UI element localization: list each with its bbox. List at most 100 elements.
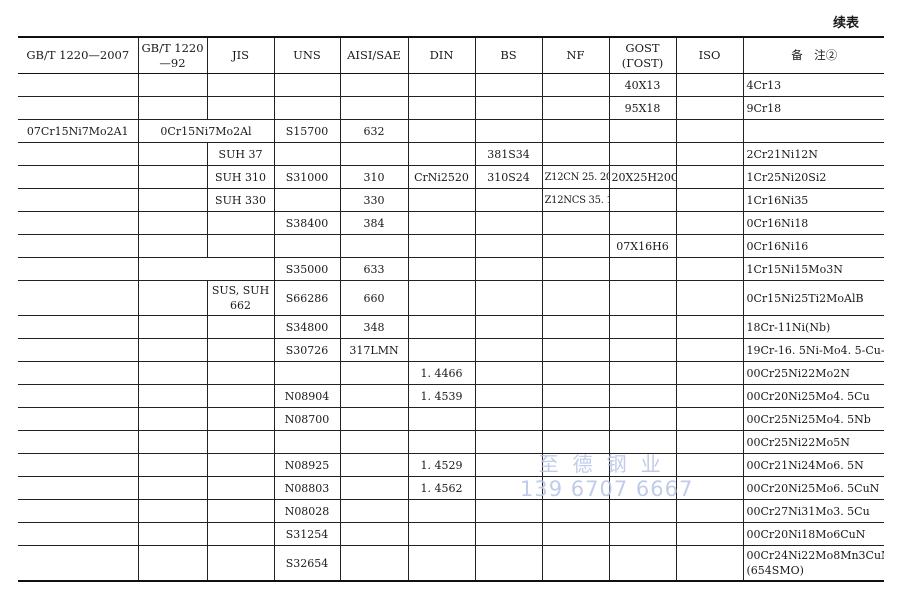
table-row: SUH 37 381S34 2Cr21Ni12N [18,142,884,166]
table-cell: 0Cr16Ni16 [742,234,884,258]
table-row: S34800 348 18Cr-11Ni(Nb) [18,315,884,339]
table-cell [137,73,208,97]
table-cell [608,499,677,523]
table-cell: 07Cr15Ni7Mo2A1 [18,119,139,143]
table-cell: 19Cr-16. 5Ni-Mo4. 5-Cu-N [742,338,884,362]
table-cell [206,96,275,120]
table-cell [339,73,409,97]
table-cell: S66286 [273,280,341,316]
table-cell [18,338,139,362]
table-cell [137,453,208,477]
table-cell: N08925 [273,453,341,477]
table-cell [137,476,208,500]
table-cell [608,257,677,281]
table-cell [541,211,610,235]
table-cell: S31254 [273,522,341,546]
table-cell: 317LMN [339,338,409,362]
table-cell [206,315,275,339]
table-cell: 0Cr15Ni25Ti2MoAlB [742,280,884,316]
table-cell [541,407,610,431]
table-cell [474,96,543,120]
table-cell [474,476,543,500]
table-cell: Z12NCS 35. 16 [541,188,610,212]
table-cell [137,188,208,212]
table-cell [18,315,139,339]
table-row: N08028 00Cr27Ni31Mo3. 5Cu [18,499,884,523]
table-cell [541,234,610,258]
table-cell [339,142,409,166]
table-cell: 632 [339,119,409,143]
table-cell: S15700 [273,119,341,143]
table-cell: S38400 [273,211,341,235]
table-cell [541,361,610,385]
table-cell [474,73,543,97]
table-cell [474,361,543,385]
table-cell [608,142,677,166]
column-header: GB/T 1220—2007 [18,36,139,74]
table-cell [675,119,744,143]
table-cell [608,315,677,339]
table-cell [206,384,275,408]
table-cell: Z12CN 25. 20 [541,165,610,189]
table-cell [608,522,677,546]
table-cell [675,430,744,454]
table-cell [137,499,208,523]
table-cell: S34800 [273,315,341,339]
table-cell [137,384,208,408]
table-cell [541,119,610,143]
table-row: 07X16H6 0Cr16Ni16 [18,234,884,258]
table-cell: S31000 [273,165,341,189]
table-cell [541,499,610,523]
table-cell [137,234,208,258]
continued-label: 续表 [833,16,860,31]
table-cell [541,73,610,97]
table-cell: 1. 4466 [407,361,476,385]
table-cell [608,211,677,235]
table-cell [675,188,744,212]
table-cell: 95X18 [608,96,677,120]
table-cell [474,430,543,454]
table-row: 40X13 4Cr13 [18,73,884,97]
column-header: NF [541,36,610,74]
table-cell [206,476,275,500]
table-cell [742,119,884,143]
table-cell [18,96,139,120]
table-cell: SUH 310 [206,165,275,189]
table-cell [18,476,139,500]
table-cell [608,476,677,500]
table-cell: 00Cr24Ni22Mo8Mn3CuN (654SMO) [742,545,884,582]
table-cell [608,280,677,316]
table-row: SUH 330 330 Z12NCS 35. 16 1Cr16Ni35 [18,188,884,212]
table-cell [18,545,139,582]
table-cell [206,361,275,385]
column-header: DIN [407,36,476,74]
table-cell [18,499,139,523]
table-cell: 384 [339,211,409,235]
table-cell [675,96,744,120]
table-cell [541,315,610,339]
table-cell [273,142,341,166]
table-cell [474,453,543,477]
table-cell [18,188,139,212]
table-cell: 633 [339,257,409,281]
table-cell [474,234,543,258]
table-cell [474,545,543,582]
table-cell: 00Cr20Ni25Mo6. 5CuN [742,476,884,500]
table-cell [407,315,476,339]
table-cell [474,499,543,523]
table-cell [18,73,139,97]
table-cell [608,338,677,362]
table-cell [407,96,476,120]
table-cell [675,211,744,235]
table-cell [339,476,409,500]
table-cell [206,453,275,477]
table-cell [137,280,208,316]
table-cell [675,361,744,385]
table-cell [137,257,275,281]
table-cell [407,119,476,143]
table-cell [474,119,543,143]
table-row: N08803 1. 4562 00Cr20Ni25Mo6. 5CuN [18,476,884,500]
table-cell [541,142,610,166]
table-cell: S32654 [273,545,341,582]
table-cell [137,315,208,339]
